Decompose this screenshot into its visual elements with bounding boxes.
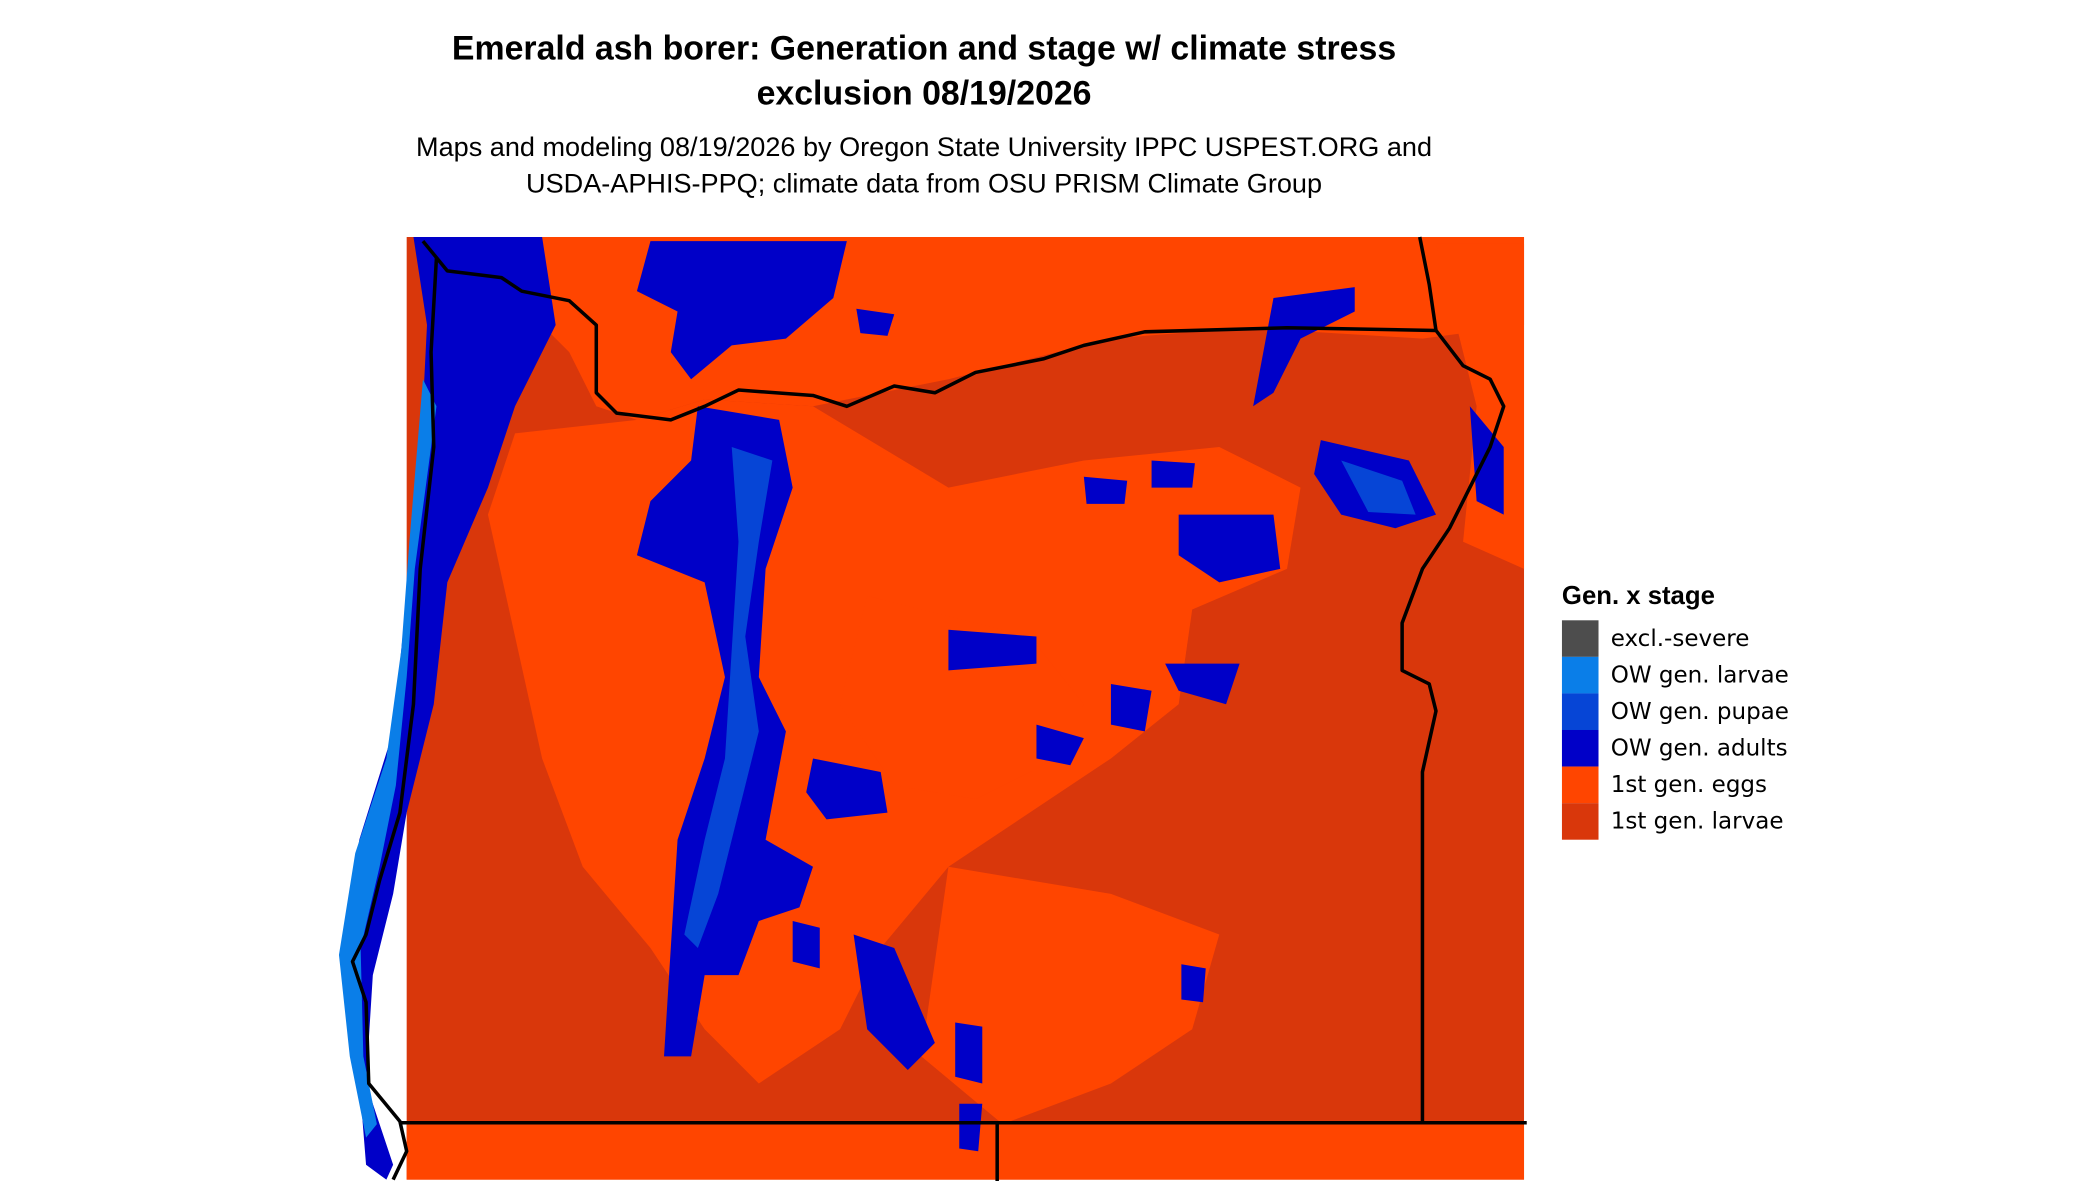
legend-swatch	[1561, 729, 1599, 767]
eggs-zone	[406, 1124, 1525, 1180]
adults-zone	[636, 406, 813, 1057]
raster	[338, 237, 1525, 1180]
legend-swatch	[1561, 693, 1599, 730]
legend-label: 1st gen. larvae	[1611, 809, 1784, 835]
pupae-zone	[684, 446, 773, 949]
adults-zone	[636, 241, 847, 380]
state-border	[421, 239, 1506, 1123]
legend-label: OW gen. larvae	[1611, 662, 1789, 688]
eggs-zone	[921, 866, 1220, 1125]
legend-swatch	[1561, 803, 1599, 840]
legend-swatch	[1561, 620, 1599, 657]
legend-swatch	[1561, 766, 1599, 804]
larvae-zone	[338, 379, 437, 1138]
legend-label: OW gen. pupae	[1611, 699, 1789, 725]
legend: Gen. x stage excl.-severe OW gen. larvae O…	[1561, 582, 1789, 840]
title-line: exclusion 08/19/2026	[757, 74, 1092, 112]
pupae-zone	[1341, 460, 1416, 515]
legend-label: excl.-severe	[1611, 626, 1750, 652]
borders	[350, 236, 1527, 1181]
adults-zone	[345, 237, 556, 1180]
legend-label: OW gen. adults	[1611, 735, 1788, 761]
legend-label: 1st gen. eggs	[1611, 772, 1767, 798]
legend-title: Gen. x stage	[1562, 582, 1715, 610]
title-line: Emerald ash borer: Generation and stage …	[452, 30, 1396, 68]
state-border	[350, 257, 439, 1181]
subtitle-line: USDA-APHIS-PPQ; climate data from OSU PR…	[526, 167, 1322, 198]
subtitle-line: Maps and modeling 08/19/2026 by Oregon S…	[416, 131, 1432, 162]
state-border	[1418, 236, 1438, 331]
legend-swatch	[1561, 656, 1599, 694]
